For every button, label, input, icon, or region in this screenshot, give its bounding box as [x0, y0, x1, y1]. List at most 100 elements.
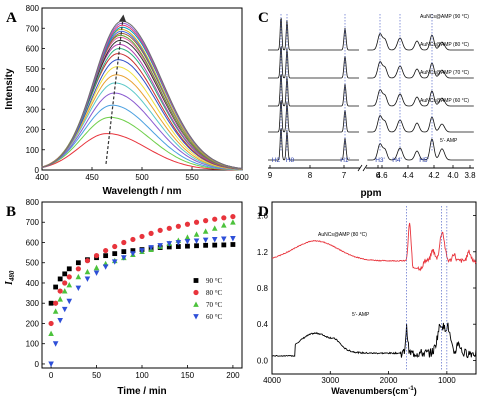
x-ticks-d: 4000 3000 2000 1000	[263, 371, 456, 385]
data-point	[66, 282, 73, 288]
x-tick-label-a: 450	[85, 173, 99, 182]
data-point	[230, 236, 236, 242]
y-tick-label-a: 700	[26, 24, 40, 33]
x-tick-label-a: 550	[185, 173, 199, 182]
x-tick-label-c: 6	[376, 171, 381, 180]
spectrum-curve	[41, 116, 242, 171]
y-tick-label-b: 200	[26, 319, 40, 328]
legend-marker	[193, 289, 199, 296]
legend-b: 90 °C 80 °C 70 °C 60 °C	[193, 277, 223, 321]
panel-d-ftir-chart: D 4000 3000 2000 1000 0.0 0.4 0.8 1.2 1.6 AuNCs…	[257, 201, 477, 396]
data-point	[52, 341, 59, 347]
data-point	[185, 243, 190, 249]
y-tick-label-b: 0	[35, 360, 40, 369]
curves-d	[271, 222, 477, 359]
panel-letter-c: C	[258, 10, 269, 26]
spectrum-curve	[41, 104, 242, 171]
spectrum-curve	[41, 82, 243, 170]
data-point	[193, 219, 200, 225]
y-tick-label-a: 200	[26, 126, 40, 135]
data-point	[53, 300, 59, 306]
data-point	[166, 225, 172, 231]
plot-frame-b	[41, 201, 243, 369]
y-tick-label-a: 300	[26, 105, 40, 114]
y-tick-label-b: 600	[26, 238, 40, 247]
panel-letter-d: D	[258, 204, 269, 220]
y-tick-label-a: 100	[26, 146, 40, 155]
axis-break-c	[357, 164, 363, 172]
y-tick-label-a: 800	[26, 4, 40, 13]
x-tick-label-a: 400	[35, 173, 49, 182]
data-point	[112, 243, 118, 250]
x-axis-label-d: Wavenumbers(cm-1)	[331, 386, 417, 396]
legend-label: 90 °C	[206, 277, 223, 285]
y-tick-label-b: 500	[26, 259, 40, 268]
data-point	[84, 268, 91, 275]
data-point	[48, 330, 54, 336]
x-tick-label-b: 150	[181, 371, 195, 380]
panel-b-scatter-chart: B 0 50 100 150 200 0 100 200 300 400 500 600 700 800…	[4, 198, 243, 397]
y-tick-label-a: 600	[26, 45, 40, 54]
y-axis-label-b: I480	[4, 270, 16, 286]
y-tick-label-d: 0.4	[257, 320, 269, 329]
peak-label-c: H8	[286, 157, 295, 164]
x-tick-label-c: 4.6	[376, 171, 388, 180]
data-point	[211, 225, 218, 231]
data-point	[61, 306, 68, 313]
data-point	[57, 296, 63, 302]
data-point	[57, 288, 63, 294]
x-tick-label-d: 2000	[380, 376, 398, 385]
data-point	[66, 274, 72, 280]
x-tick-label-c: 9	[268, 171, 273, 180]
data-point	[193, 238, 200, 244]
data-point	[157, 243, 163, 249]
data-point	[62, 280, 68, 286]
x-tick-label-d: 3000	[321, 376, 339, 385]
data-point	[121, 249, 127, 254]
trace-label-c: AuNCs@AMP (80 °C)	[420, 42, 469, 48]
data-point	[184, 221, 191, 227]
data-point	[139, 233, 145, 240]
legend-label: 70 °C	[206, 301, 223, 309]
data-point	[221, 236, 227, 242]
data-point	[166, 241, 173, 247]
data-point	[53, 284, 59, 290]
legend-marker	[193, 314, 199, 320]
y-ticks-a: 0 100 200 300 400 500 600 700 800	[26, 4, 45, 175]
y-tick-label-d: 1.2	[257, 248, 269, 257]
data-point	[57, 276, 63, 282]
x-tick-label-c: 3.8	[464, 171, 476, 180]
peak-label-c: H2	[272, 157, 281, 164]
curves-a	[41, 20, 243, 171]
data-point	[103, 247, 109, 254]
y-tick-label-b: 400	[26, 279, 40, 288]
data-point	[212, 216, 218, 222]
x-tick-label-c: 7	[342, 171, 347, 180]
data-point	[175, 240, 182, 246]
data-point	[102, 264, 109, 270]
data-point	[211, 237, 218, 243]
x-tick-label-c: 8	[308, 171, 313, 180]
spectrum-curve	[41, 133, 242, 171]
points-b	[48, 213, 236, 367]
data-point	[184, 239, 191, 245]
legend-label: 60 °C	[206, 313, 223, 321]
panel-c-nmr-chart: C 9 8 7 64.6 4.4 4.2 4.0 3.8 H2 H8 H1' H3' H4' H5' A…	[258, 10, 476, 199]
data-point	[75, 260, 81, 266]
trace-labels-c: AuNCs@AMP (90 °C) AuNCs@AMP (80 °C) AuNCs@…	[420, 14, 469, 144]
x-tick-label-a: 500	[135, 173, 149, 182]
data-point	[166, 244, 172, 250]
y-tick-label-b: 100	[26, 340, 40, 349]
data-point	[202, 237, 209, 244]
data-point	[221, 215, 227, 221]
nmr-trace	[268, 46, 474, 79]
data-point	[66, 266, 72, 272]
peak-label-c: H5'	[419, 157, 429, 164]
guide-lines-d	[406, 206, 448, 370]
data-point	[93, 264, 100, 271]
data-point	[203, 218, 209, 224]
data-point	[75, 273, 82, 280]
spectrum-curve	[41, 53, 243, 170]
peak-labels-c: H2 H8 H1' H3' H4' H5'	[272, 157, 429, 164]
